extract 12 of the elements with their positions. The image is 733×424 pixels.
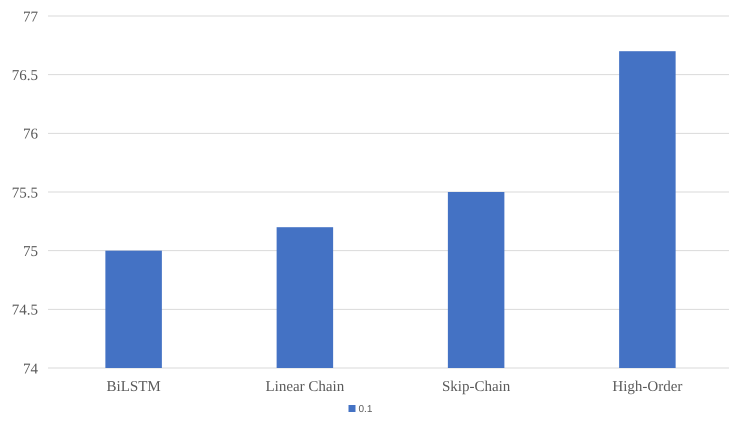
- y-tick-label: 74: [23, 361, 38, 378]
- y-tick-label: 76: [23, 126, 38, 143]
- x-tick-label: Skip-Chain: [442, 379, 511, 395]
- legend-label: 0.1: [358, 404, 373, 415]
- x-tick-label: High-Order: [612, 379, 682, 395]
- y-tick-label: 77: [23, 9, 38, 26]
- x-tick-label: BiLSTM: [106, 379, 161, 395]
- y-tick-label: 76.5: [12, 68, 38, 84]
- y-tick-label: 74.5: [12, 302, 38, 319]
- x-tick-label: Linear Chain: [266, 379, 345, 395]
- y-tick-label: 75: [23, 244, 38, 260]
- y-tick-label: 75.5: [12, 185, 38, 202]
